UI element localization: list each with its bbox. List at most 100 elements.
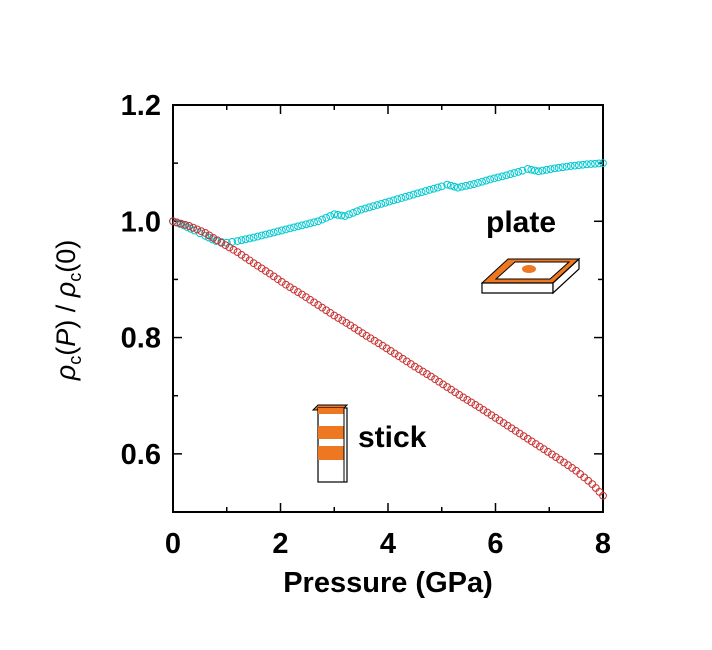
series-1-marker <box>463 396 472 404</box>
series-1-marker <box>527 437 536 446</box>
series-0-marker <box>401 192 410 201</box>
series-0-marker <box>558 163 567 172</box>
series-0-marker <box>249 233 258 242</box>
series-0-marker <box>273 227 282 236</box>
series-1-marker <box>302 293 310 302</box>
series-1-marker <box>241 253 250 262</box>
series-1-marker <box>447 385 456 394</box>
series-1-marker <box>233 248 242 257</box>
series-1-marker <box>495 416 504 425</box>
series-1-marker <box>382 344 391 353</box>
series-1-marker <box>398 354 407 363</box>
series-1-marker <box>419 367 427 376</box>
series-0-marker <box>286 224 294 233</box>
series-1-marker <box>350 324 359 332</box>
series-0-marker <box>494 173 503 182</box>
series-0-marker <box>542 165 551 174</box>
series-1-marker <box>269 272 278 281</box>
series-0-marker <box>377 199 386 208</box>
series-0-marker <box>318 215 327 224</box>
series-1-marker <box>459 393 468 402</box>
x-tick-label: 2 <box>272 528 288 560</box>
series-1-marker <box>483 408 492 417</box>
series-0-marker <box>482 176 490 185</box>
series-0-marker <box>310 218 318 227</box>
series-0-marker <box>409 190 418 199</box>
series-1-marker <box>342 318 351 327</box>
series-0-marker <box>314 217 323 226</box>
series-0-marker <box>478 177 486 186</box>
plate-sample-icon <box>480 257 581 295</box>
series-0-marker <box>458 182 466 191</box>
series-1-marker <box>193 225 202 234</box>
series-0-marker <box>345 210 353 219</box>
series-1-marker <box>439 380 447 389</box>
series-0-marker <box>518 166 527 175</box>
series-0-marker <box>261 230 270 239</box>
series-1-marker <box>318 303 327 312</box>
series-1-marker <box>415 365 423 374</box>
series-0-marker <box>562 162 571 171</box>
series-0-marker <box>337 211 346 220</box>
series-0-marker <box>599 159 607 168</box>
x-tick-label: 8 <box>595 528 611 560</box>
series-0-marker <box>466 181 474 189</box>
series-0-marker <box>385 197 394 206</box>
series-0-marker <box>357 205 366 214</box>
series-1-marker <box>519 432 528 441</box>
series-0-marker <box>302 220 310 229</box>
series-1-marker <box>322 306 331 315</box>
series-1-marker <box>539 445 548 454</box>
series-0-marker <box>257 231 266 240</box>
series-0-marker <box>326 212 335 220</box>
series-0-marker <box>462 181 470 190</box>
series-0-marker <box>514 167 523 176</box>
series-1-marker <box>173 218 181 227</box>
series-1-marker <box>209 233 218 242</box>
series-1-marker <box>229 245 238 254</box>
series-0-marker <box>201 231 210 240</box>
series-0-marker <box>322 213 331 222</box>
series-0-marker <box>281 225 290 234</box>
series-0-marker <box>417 188 426 197</box>
series-1-marker <box>491 413 500 422</box>
series-0-marker <box>237 236 246 245</box>
series-0-marker <box>253 232 262 241</box>
series-1-marker <box>427 372 435 381</box>
series-1-marker <box>475 403 484 412</box>
plate-label: plate <box>486 206 556 239</box>
series-0-marker <box>527 165 536 174</box>
series-0-marker <box>349 208 357 217</box>
series-1-marker <box>330 311 339 320</box>
series-1-marker <box>294 288 302 296</box>
series-1-marker <box>511 426 520 435</box>
series-1-marker <box>326 308 335 317</box>
y-tick-label: 0.6 <box>121 439 161 471</box>
series-1-marker <box>261 267 270 275</box>
series-0-marker <box>433 183 442 192</box>
series-0-marker <box>470 180 478 188</box>
series-1-marker <box>370 336 379 345</box>
series-1-marker <box>548 450 556 459</box>
series-1-marker <box>334 314 343 322</box>
series-1-marker <box>273 275 282 284</box>
series-1-marker <box>374 339 383 348</box>
series-0-marker <box>450 182 459 191</box>
series-1-marker <box>217 238 226 247</box>
series-1-marker <box>225 243 234 252</box>
series-0-marker <box>269 228 278 237</box>
series-0-marker <box>353 207 361 216</box>
y-tick-label: 0.8 <box>121 323 161 355</box>
y-tick-label: 1.0 <box>121 206 161 238</box>
series-0-marker <box>277 226 286 235</box>
series-1-marker <box>523 434 532 443</box>
x-axis-title: Pressure (GPa) <box>283 567 493 599</box>
series-1-marker <box>479 406 488 414</box>
series-1-marker <box>362 331 371 340</box>
series-0-marker <box>389 196 398 205</box>
series-0-marker <box>298 221 306 230</box>
series-0-marker <box>373 201 382 209</box>
series-0-marker <box>245 234 254 243</box>
series-1-marker <box>338 316 347 325</box>
series-0-marker <box>502 171 511 180</box>
